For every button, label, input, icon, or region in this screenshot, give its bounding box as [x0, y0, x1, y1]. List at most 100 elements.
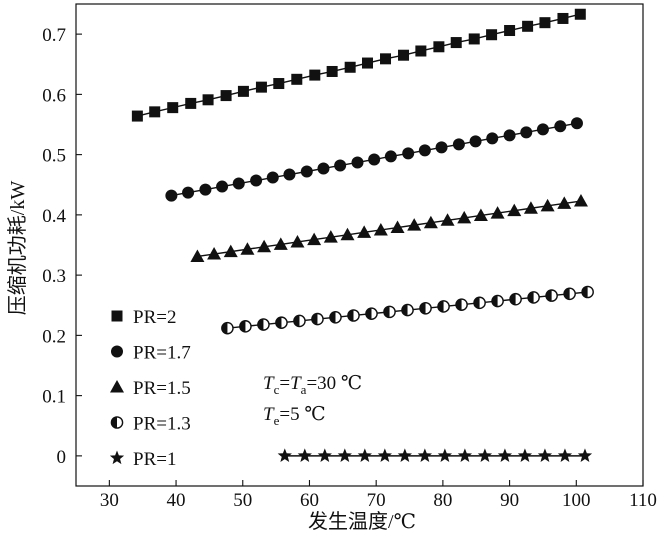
- data-point: [291, 73, 303, 85]
- annotation-line-1: Tc=Ta=30 ℃: [263, 373, 362, 397]
- data-point: [452, 138, 465, 151]
- data-point: [570, 117, 583, 130]
- data-point: [557, 448, 573, 462]
- series-3: [221, 285, 594, 335]
- data-point: [223, 244, 238, 258]
- legend-label: PR=2: [133, 307, 176, 328]
- data-point: [384, 150, 397, 163]
- data-point: [131, 110, 143, 122]
- legend-marker: [110, 380, 124, 393]
- data-point: [329, 310, 342, 324]
- x-tick-label: 70: [367, 490, 386, 511]
- legend-marker: [109, 450, 125, 465]
- data-point: [581, 285, 594, 299]
- data-point: [457, 210, 472, 224]
- data-point: [433, 41, 445, 53]
- axes-layer: 30 40 50 60 70 80 90 100 110 0 0.1 0.2 0.3 0.4 0.5 0.6 0…: [42, 3, 657, 511]
- data-point: [297, 448, 312, 462]
- data-point: [240, 242, 255, 255]
- y-tick-label: 0.5: [42, 146, 66, 167]
- data-point: [383, 305, 396, 319]
- x-tick-label: 50: [233, 490, 252, 511]
- data-point: [190, 249, 205, 262]
- data-point: [450, 37, 462, 49]
- data-point: [239, 320, 252, 333]
- x-tick-label: 110: [629, 490, 657, 511]
- data-point: [477, 448, 493, 462]
- data-point: [257, 239, 272, 253]
- series-1: [165, 117, 583, 202]
- x-tick-label: 90: [500, 490, 519, 511]
- data-point: [277, 448, 292, 462]
- annot-sub-c: c: [274, 382, 280, 397]
- x-axis-title: 发生温度/℃: [308, 510, 416, 533]
- data-point: [326, 65, 338, 77]
- annot-sub-a: a: [301, 382, 307, 397]
- data-point: [415, 45, 427, 57]
- series-0: [131, 8, 586, 122]
- y-tick-label: 0.3: [42, 266, 66, 287]
- annot-t3: T: [263, 404, 275, 425]
- data-point: [344, 61, 356, 73]
- data-point: [473, 296, 486, 310]
- legend-item: PR=2: [111, 307, 176, 328]
- x-tick-label: 60: [300, 490, 319, 511]
- data-point: [220, 90, 232, 102]
- data-point: [402, 147, 415, 160]
- data-point: [435, 141, 448, 154]
- annot-eq2: =30 ℃: [306, 373, 362, 394]
- data-point: [237, 85, 249, 97]
- x-tick-label: 80: [433, 490, 452, 511]
- data-point: [290, 234, 305, 248]
- y-tick-label: 0.4: [42, 206, 66, 227]
- data-point: [527, 291, 540, 304]
- data-point: [307, 232, 322, 246]
- data-point: [380, 53, 392, 65]
- data-point: [232, 177, 245, 190]
- data-point: [497, 448, 513, 462]
- data-point: [283, 168, 296, 181]
- data-point: [149, 106, 161, 118]
- data-point: [545, 289, 558, 302]
- legend-label: PR=1.5: [133, 378, 191, 399]
- series-layer: [131, 8, 594, 462]
- data-point: [362, 57, 374, 69]
- data-point: [293, 314, 306, 328]
- legend-layer: PR=2 PR=1.7 PR=1.5 PR=1.3 PR=1: [109, 307, 191, 470]
- data-point: [490, 206, 505, 219]
- series-4: [277, 448, 593, 462]
- data-point: [273, 237, 288, 250]
- y-tick-label: 0.2: [42, 326, 66, 347]
- data-point: [334, 159, 347, 172]
- x-tick-label: 100: [562, 490, 591, 511]
- data-point: [486, 132, 499, 145]
- data-point: [347, 309, 360, 322]
- data-point: [491, 294, 504, 308]
- data-point: [536, 123, 549, 136]
- data-point: [182, 186, 195, 199]
- data-point: [250, 174, 263, 187]
- data-point: [390, 220, 405, 234]
- legend-item: PR=1: [109, 449, 176, 470]
- data-point: [257, 318, 270, 331]
- data-point: [216, 180, 229, 193]
- data-point: [468, 33, 480, 45]
- data-point: [503, 129, 516, 142]
- data-point: [574, 8, 586, 20]
- data-point: [365, 307, 378, 320]
- data-point: [457, 448, 473, 462]
- x-tick-label: 30: [100, 490, 119, 511]
- data-point: [440, 213, 455, 226]
- data-point: [165, 189, 178, 202]
- data-point: [368, 153, 381, 166]
- data-point: [398, 49, 410, 61]
- x-tick-label: 40: [167, 490, 186, 511]
- data-point: [455, 298, 468, 311]
- data-point: [577, 448, 593, 462]
- data-point: [507, 203, 522, 217]
- data-point: [418, 144, 431, 157]
- data-point: [554, 120, 567, 133]
- data-point: [473, 208, 488, 221]
- series-line: [197, 200, 582, 258]
- data-point: [517, 448, 533, 462]
